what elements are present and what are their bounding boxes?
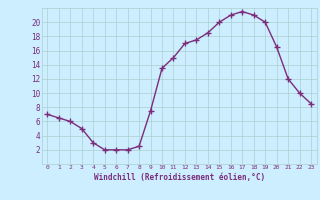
X-axis label: Windchill (Refroidissement éolien,°C): Windchill (Refroidissement éolien,°C) xyxy=(94,173,265,182)
